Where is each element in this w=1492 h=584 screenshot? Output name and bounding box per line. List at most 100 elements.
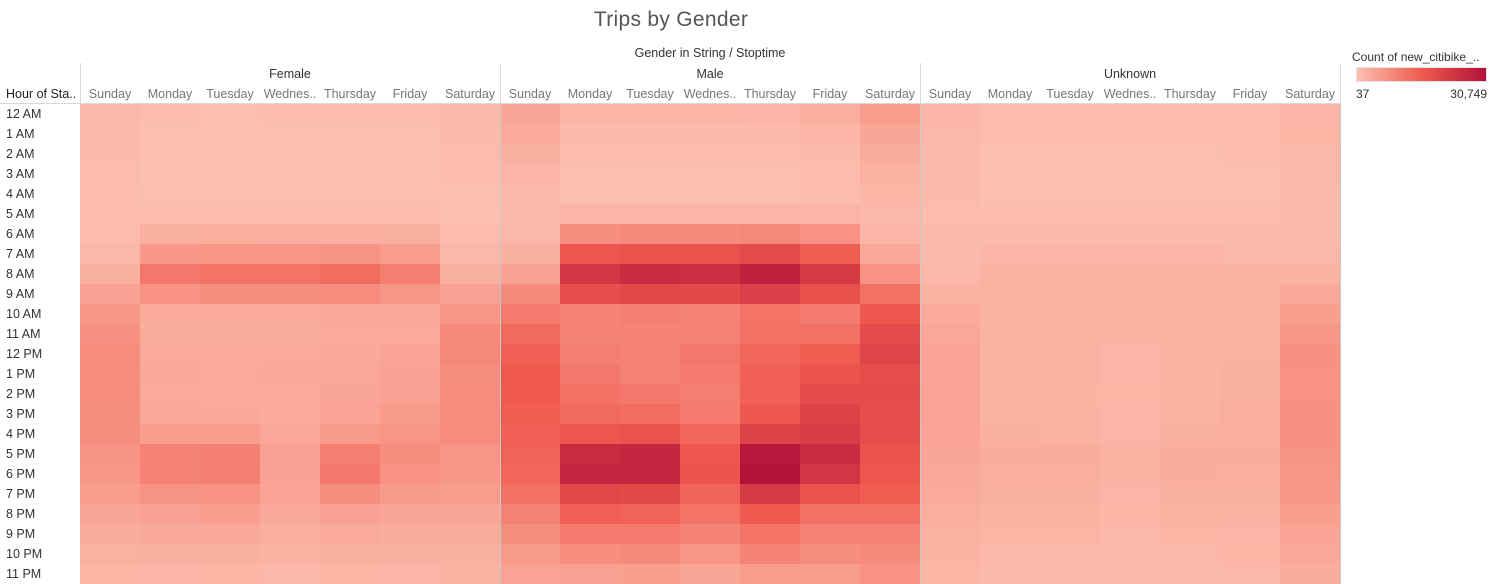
heatmap-cell[interactable] (980, 504, 1040, 524)
heatmap-cell[interactable] (80, 364, 140, 384)
heatmap-cell[interactable] (1220, 224, 1280, 244)
heatmap-cell[interactable] (1100, 524, 1160, 544)
heatmap-cell[interactable] (140, 164, 200, 184)
heatmap-cell[interactable] (740, 164, 800, 184)
heatmap-cell[interactable] (1220, 124, 1280, 144)
heatmap-cell[interactable] (800, 164, 860, 184)
heatmap-cell[interactable] (200, 304, 260, 324)
heatmap-cell[interactable] (860, 284, 920, 304)
heatmap-cell[interactable] (980, 464, 1040, 484)
heatmap-cell[interactable] (620, 404, 680, 424)
heatmap-cell[interactable] (560, 344, 620, 364)
heatmap-cell[interactable] (1220, 484, 1280, 504)
heatmap-cell[interactable] (80, 184, 140, 204)
heatmap-cell[interactable] (1040, 184, 1100, 204)
heatmap-cell[interactable] (800, 324, 860, 344)
heatmap-cell[interactable] (320, 424, 380, 444)
heatmap-cell[interactable] (560, 444, 620, 464)
heatmap-cell[interactable] (1220, 404, 1280, 424)
heatmap-cell[interactable] (620, 504, 680, 524)
heatmap-cell[interactable] (260, 144, 320, 164)
heatmap-cell[interactable] (200, 444, 260, 464)
heatmap-cell[interactable] (800, 264, 860, 284)
heatmap-cell[interactable] (260, 284, 320, 304)
heatmap-cell[interactable] (620, 544, 680, 564)
heatmap-cell[interactable] (80, 424, 140, 444)
heatmap-cell[interactable] (1160, 124, 1220, 144)
heatmap-cell[interactable] (920, 544, 980, 564)
heatmap-cell[interactable] (200, 224, 260, 244)
heatmap-cell[interactable] (1160, 504, 1220, 524)
heatmap-cell[interactable] (260, 544, 320, 564)
heatmap-cell[interactable] (620, 364, 680, 384)
heatmap-cell[interactable] (560, 224, 620, 244)
heatmap-cell[interactable] (500, 404, 560, 424)
heatmap-cell[interactable] (320, 144, 380, 164)
heatmap-cell[interactable] (920, 264, 980, 284)
heatmap-cell[interactable] (500, 524, 560, 544)
heatmap-cell[interactable] (860, 484, 920, 504)
heatmap-cell[interactable] (80, 344, 140, 364)
heatmap-cell[interactable] (860, 444, 920, 464)
heatmap-cell[interactable] (1220, 544, 1280, 564)
heatmap-cell[interactable] (200, 244, 260, 264)
heatmap-cell[interactable] (380, 504, 440, 524)
heatmap-cell[interactable] (1160, 364, 1220, 384)
heatmap-cell[interactable] (260, 564, 320, 584)
heatmap-cell[interactable] (560, 564, 620, 584)
heatmap-cell[interactable] (1160, 344, 1220, 364)
heatmap-cell[interactable] (320, 244, 380, 264)
heatmap-cell[interactable] (980, 424, 1040, 444)
heatmap-cell[interactable] (800, 544, 860, 564)
heatmap-cell[interactable] (1220, 324, 1280, 344)
heatmap-cell[interactable] (80, 244, 140, 264)
heatmap-cell[interactable] (680, 164, 740, 184)
heatmap-cell[interactable] (380, 204, 440, 224)
heatmap-cell[interactable] (500, 204, 560, 224)
heatmap-cell[interactable] (740, 284, 800, 304)
heatmap-cell[interactable] (80, 304, 140, 324)
heatmap-cell[interactable] (1160, 484, 1220, 504)
heatmap-cell[interactable] (1220, 284, 1280, 304)
heatmap-cell[interactable] (1040, 264, 1100, 284)
heatmap-cell[interactable] (1280, 384, 1340, 404)
heatmap-cell[interactable] (1100, 124, 1160, 144)
heatmap-cell[interactable] (320, 224, 380, 244)
heatmap-cell[interactable] (380, 444, 440, 464)
heatmap-cell[interactable] (440, 324, 500, 344)
heatmap-cell[interactable] (680, 524, 740, 544)
heatmap-cell[interactable] (680, 264, 740, 284)
heatmap-cell[interactable] (380, 184, 440, 204)
heatmap-cell[interactable] (1280, 124, 1340, 144)
heatmap-cell[interactable] (560, 484, 620, 504)
heatmap-cell[interactable] (920, 344, 980, 364)
heatmap-cell[interactable] (980, 444, 1040, 464)
heatmap-cell[interactable] (1100, 424, 1160, 444)
heatmap-cell[interactable] (1040, 304, 1100, 324)
heatmap-cell[interactable] (200, 484, 260, 504)
heatmap-cell[interactable] (560, 304, 620, 324)
heatmap-cell[interactable] (860, 364, 920, 384)
heatmap-cell[interactable] (740, 524, 800, 544)
heatmap-cell[interactable] (680, 384, 740, 404)
heatmap-cell[interactable] (740, 444, 800, 464)
heatmap-cell[interactable] (380, 164, 440, 184)
heatmap-cell[interactable] (1040, 484, 1100, 504)
heatmap-cell[interactable] (1160, 524, 1220, 544)
heatmap-cell[interactable] (80, 524, 140, 544)
heatmap-cell[interactable] (1280, 264, 1340, 284)
heatmap-cell[interactable] (440, 304, 500, 324)
heatmap-cell[interactable] (260, 324, 320, 344)
heatmap-cell[interactable] (560, 364, 620, 384)
heatmap-cell[interactable] (260, 344, 320, 364)
heatmap-cell[interactable] (80, 564, 140, 584)
heatmap-cell[interactable] (1160, 204, 1220, 224)
heatmap-cell[interactable] (680, 124, 740, 144)
heatmap-cell[interactable] (200, 104, 260, 124)
heatmap-cell[interactable] (1280, 364, 1340, 384)
heatmap-cell[interactable] (1100, 284, 1160, 304)
heatmap-cell[interactable] (980, 284, 1040, 304)
heatmap-cell[interactable] (200, 144, 260, 164)
heatmap-cell[interactable] (1280, 424, 1340, 444)
heatmap-cell[interactable] (620, 324, 680, 344)
